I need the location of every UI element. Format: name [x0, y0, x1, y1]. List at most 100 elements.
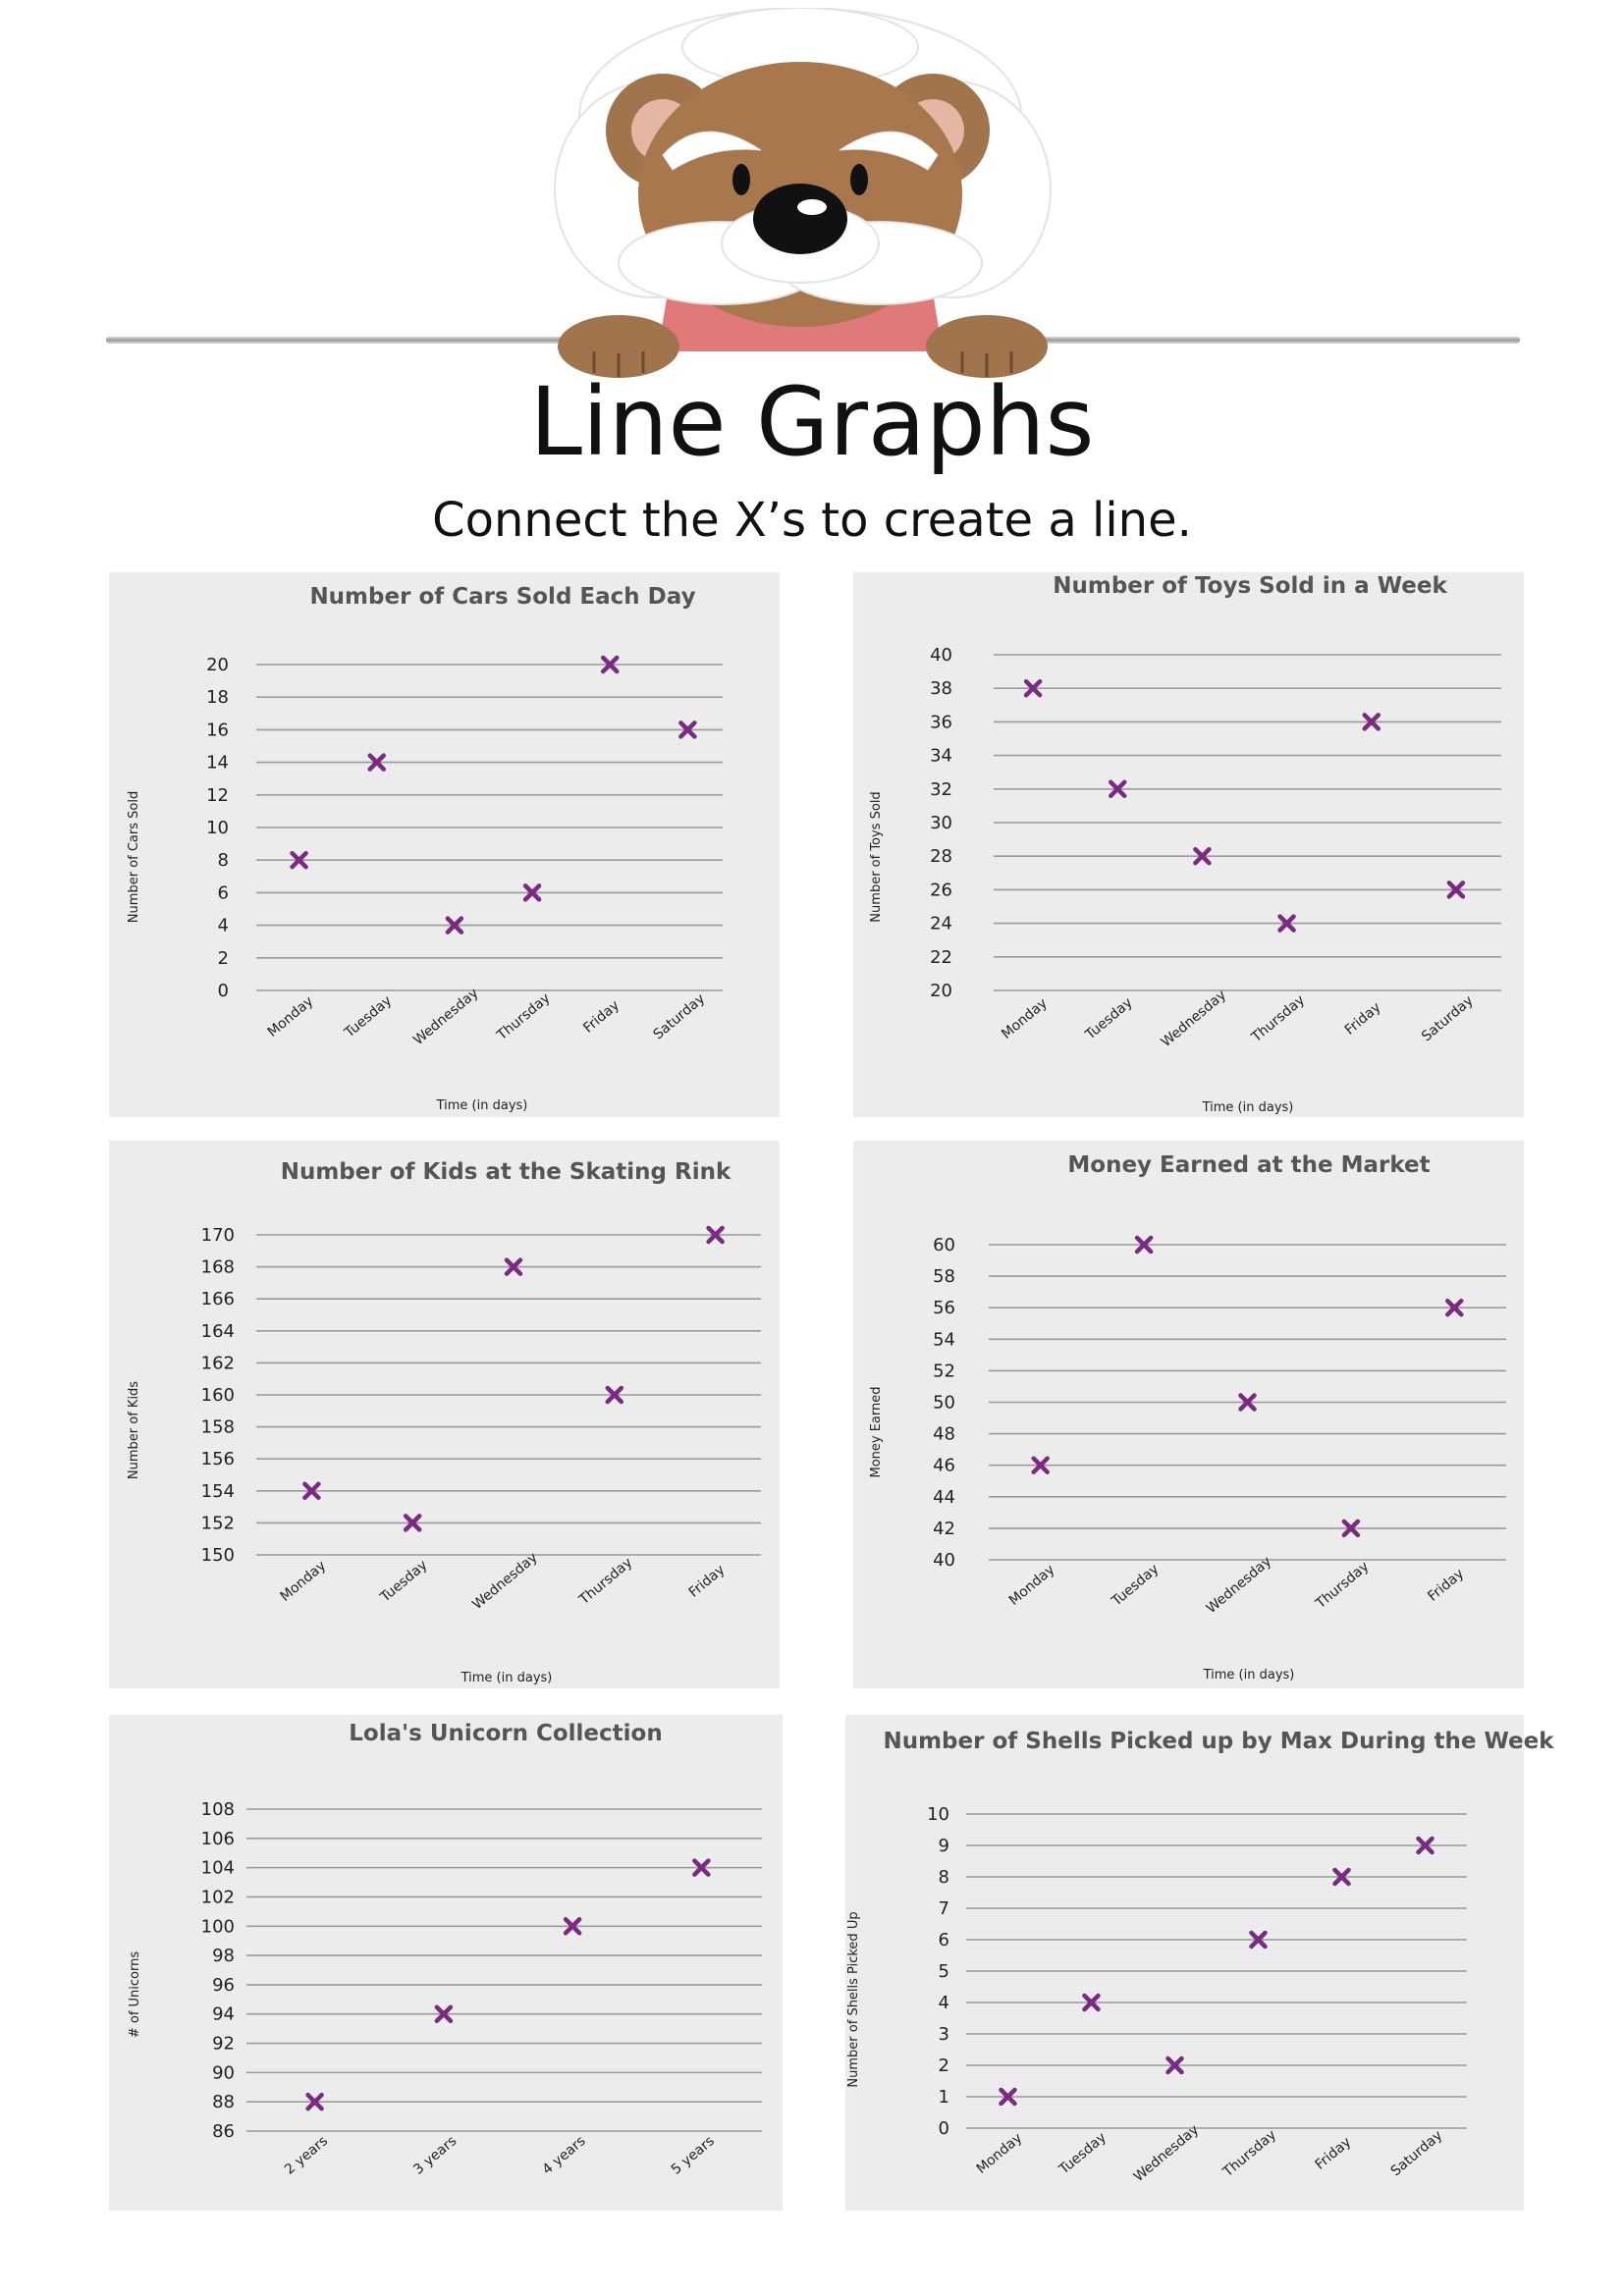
y-tick-label: 22 [930, 947, 952, 968]
data-point-x-mark [1082, 1993, 1101, 2012]
y-tick-label: 152 [201, 1513, 235, 1533]
y-tick-label: 12 [206, 785, 229, 806]
y-axis-label: Number of Cars Sold [127, 791, 141, 923]
y-tick-label: 0 [218, 981, 229, 1001]
y-tick-label: 9 [939, 1836, 949, 1856]
page-subtitle: Connect the X’s to create a line. [432, 493, 1192, 548]
chart-panel-unicorns: Lola's Unicorn Collection 86 88 90 92 94 96 98… [109, 1715, 783, 2211]
x-tick-label: Friday [580, 997, 623, 1037]
y-axis-label: Number of Toys Sold [869, 791, 884, 922]
data-point-x-mark [434, 2004, 454, 2023]
y-tick-label: 94 [212, 2004, 235, 2025]
x-tick-label: Friday [1342, 999, 1384, 1039]
y-tick-label: 160 [201, 1385, 235, 1406]
chart-toys: Number of Toys Sold in a Week 20 22 24 26 28… [869, 573, 1501, 1115]
x-tick-label: Wednesday [1131, 2122, 1202, 2185]
y-tick-label: 36 [930, 712, 952, 732]
data-point-x-mark [1341, 1519, 1361, 1538]
y-tick-label: 58 [933, 1266, 955, 1287]
chart-panel-kids: Number of Kids at the Skating Rink 150 15… [109, 1141, 780, 1688]
data-point-x-mark [1165, 2056, 1184, 2075]
x-tick-label: Wednesday [469, 1550, 540, 1613]
y-tick-label: 150 [201, 1545, 235, 1566]
chart-cars: Number of Cars Sold Each Day 0 2 4 6 8 10 12 14… [127, 584, 723, 1113]
x-tick-label: Saturday [651, 991, 709, 1043]
data-point-x-mark [706, 1225, 725, 1245]
chart-money: Money Earned at the Market 40 42 44 46 48 50 5… [869, 1152, 1506, 1682]
x-tick-label: Tuesday [1056, 2129, 1110, 2178]
y-tick-label: 7 [939, 1898, 949, 1919]
bear-mascot-image [554, 8, 1052, 378]
data-point-x-mark [1023, 678, 1043, 698]
y-tick-label: 106 [201, 1829, 235, 1849]
y-tick-label: 154 [201, 1481, 235, 1502]
x-tick-label: Friday [686, 1562, 729, 1601]
x-tick-label: Thursday [1312, 1559, 1372, 1613]
y-tick-label: 88 [212, 2092, 235, 2112]
data-point-x-mark [1193, 846, 1212, 866]
y-tick-label: 2 [218, 948, 229, 969]
y-tick-label: 164 [201, 1321, 235, 1342]
y-tick-label: 158 [201, 1417, 235, 1438]
y-tick-label: 6 [939, 1930, 949, 1950]
x-tick-label: 2 years [282, 2133, 331, 2178]
y-tick-label: 32 [930, 779, 952, 800]
data-point-x-mark [1249, 1930, 1268, 1949]
y-tick-label: 54 [933, 1329, 955, 1350]
y-tick-label: 50 [933, 1393, 955, 1414]
x-tick-label: Tuesday [341, 992, 395, 1041]
y-tick-label: 2 [939, 2056, 949, 2076]
x-tick-label: 3 years [410, 2133, 460, 2178]
x-tick-label: 4 years [540, 2133, 589, 2178]
y-tick-label: 90 [212, 2062, 235, 2083]
y-tick-label: 1 [939, 2087, 949, 2108]
data-point-x-mark [678, 721, 697, 739]
data-point-x-mark [290, 850, 308, 870]
x-tick-label: Thursday [1219, 2127, 1279, 2181]
chart-title: Number of Shells Picked up by Max During… [883, 1729, 1554, 1754]
y-tick-label: 8 [218, 850, 229, 871]
y-tick-label: 60 [933, 1235, 955, 1255]
x-axis-label: Time (in days) [1202, 1100, 1294, 1115]
chart-shells: Number of Shells Picked up by Max During… [846, 1729, 1554, 2185]
y-tick-label: 40 [930, 645, 952, 666]
y-tick-label: 0 [939, 2118, 949, 2139]
x-axis-label: Time (in days) [460, 1671, 553, 1685]
y-tick-label: 5 [939, 1961, 949, 1982]
data-point-x-mark [605, 1385, 624, 1405]
data-point-x-mark [1362, 713, 1380, 731]
y-tick-label: 34 [930, 746, 952, 767]
y-tick-label: 26 [930, 880, 952, 900]
y-tick-label: 16 [206, 720, 229, 740]
data-point-x-mark [522, 883, 542, 902]
y-tick-label: 170 [201, 1225, 235, 1246]
data-point-x-mark [563, 1917, 582, 1936]
data-point-x-mark [367, 753, 386, 772]
y-tick-label: 52 [933, 1361, 955, 1381]
chart-panel-cars: Number of Cars Sold Each Day 0 2 4 6 8 10 12 14… [109, 572, 780, 1117]
data-point-x-mark [302, 1481, 321, 1501]
data-point-x-mark [1109, 779, 1127, 799]
x-tick-label: Monday [1006, 1562, 1058, 1609]
y-tick-label: 162 [201, 1353, 235, 1373]
data-point-x-mark [305, 2092, 324, 2111]
data-point-x-mark [504, 1257, 523, 1276]
x-tick-label: Friday [1313, 2134, 1355, 2173]
x-tick-label: 5 years [669, 2133, 718, 2178]
data-point-x-mark [445, 916, 464, 934]
x-axis-label: Time (in days) [436, 1098, 528, 1113]
data-point-x-mark [1277, 914, 1296, 933]
y-tick-label: 42 [933, 1519, 955, 1539]
y-tick-label: 30 [930, 813, 952, 833]
data-point-x-mark [1031, 1456, 1050, 1474]
data-point-x-mark [601, 655, 620, 674]
x-tick-label: Thursday [494, 990, 554, 1044]
y-tick-label: 44 [933, 1487, 955, 1508]
y-axis-label: Number of Shells Picked Up [846, 1911, 861, 2087]
chart-title: Number of Kids at the Skating Rink [281, 1159, 731, 1185]
x-tick-label: Monday [999, 995, 1051, 1042]
y-tick-label: 28 [930, 846, 952, 867]
data-point-x-mark [1332, 1867, 1351, 1887]
x-tick-label: Tuesday [1082, 994, 1136, 1043]
x-tick-label: Monday [974, 2130, 1026, 2177]
